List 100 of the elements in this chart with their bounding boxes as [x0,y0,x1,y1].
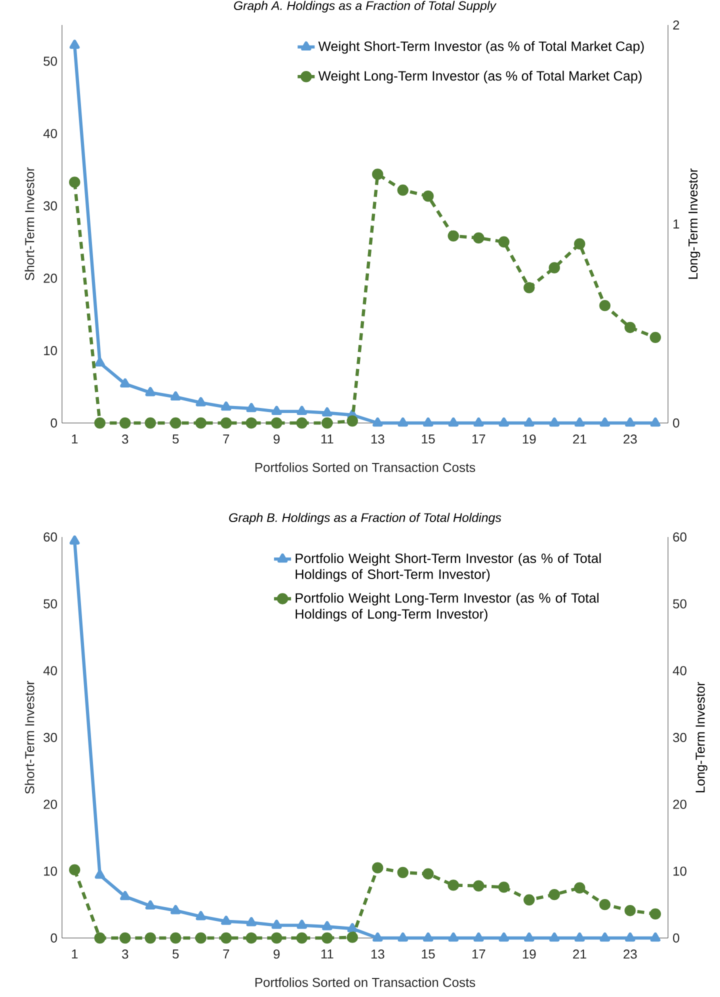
y-tick-label: 30 [44,732,57,742]
point [574,932,585,942]
point [422,190,434,202]
point [398,417,408,427]
point [170,905,181,914]
point [599,300,610,312]
point [296,920,307,929]
point [296,417,308,429]
y2-tick-label: 20 [673,800,686,809]
point [272,406,282,416]
x-tick-label: 7 [223,950,230,958]
legend-label: Weight Long-Term Investor (as % of Total Market Cap) [318,70,642,84]
point [372,168,384,180]
x-tick-label: 21 [573,434,586,444]
point [473,232,484,244]
x-tick-label: 9 [274,434,280,444]
point [448,932,458,942]
point [549,932,560,942]
point [474,932,484,942]
point [423,417,434,427]
x-tick-label: 17 [472,950,486,958]
x-tick-label: 1 [72,950,78,958]
point [423,932,434,942]
point [372,932,383,942]
x-tick-label: 1 [72,434,78,444]
point [498,417,509,427]
point [94,870,105,879]
point [574,417,585,427]
x-tick-label: 9 [274,950,280,959]
y-tick-label: 50 [44,599,57,608]
x-tick-label: 15 [422,950,435,959]
point [549,417,560,427]
point [322,921,332,930]
point [372,862,384,874]
y2-tick-label: 0 [673,933,680,943]
point [144,932,156,944]
point [145,387,156,396]
point [271,417,282,429]
chart-title: Graph A. Holdings as a Fraction of Total Supply [234,0,497,12]
point [195,417,206,429]
point [473,880,484,892]
y-tick-label: 40 [43,666,57,676]
point [524,932,534,942]
chart-title: Graph B. Holdings as a Fraction of Total Holdings [229,512,502,524]
x-tick-label: 19 [522,434,536,444]
y-tick-label: 50 [44,56,57,66]
point [599,898,610,910]
y-tick-label: 60 [44,532,57,542]
legend-label: Portfolio Weight Long-Term Investor (as % of Total Holdings of Long-Term Investor) [296,592,598,622]
point [498,932,509,942]
x-tick-label: 23 [624,950,637,959]
point [398,932,408,942]
point [220,932,232,944]
point [448,230,459,242]
x-tick-label: 11 [321,950,334,958]
y-tick-label: 10 [44,346,57,356]
point [144,417,156,429]
point [246,932,257,944]
point [145,900,156,910]
y2-axis-title: Long-Term Investor [696,682,708,792]
x-tick-label: 7 [223,434,230,444]
point [94,417,106,429]
point [170,391,181,401]
y-tick-label: 20 [44,800,57,809]
point [650,908,661,920]
y-tick-label: 0 [50,418,57,428]
point [94,357,105,367]
y2-tick-label: 50 [673,599,686,608]
point [625,417,636,427]
y-tick-label: 0 [50,933,57,943]
point [448,417,458,427]
point [120,932,131,944]
y-tick-label: 10 [44,866,57,876]
y2-tick-label: 30 [673,732,686,742]
x-tick-label: 21 [573,950,586,959]
y2-tick-label: 1 [674,220,680,228]
point [600,417,610,427]
y2-axis-title: Long-Term Investor [688,168,700,279]
point [524,417,534,427]
point [196,397,206,406]
point [196,911,206,920]
point [346,415,358,427]
x-tick-label: 13 [371,434,384,444]
y-tick-label: 30 [44,201,57,210]
point [397,866,408,878]
y-tick-label: 40 [43,128,57,138]
point [322,417,333,429]
point [296,406,307,416]
point [69,176,80,188]
y2-tick-label: 10 [674,866,686,876]
point [322,932,333,944]
y-axis-title: Short-Term Investor [24,167,34,280]
point [120,378,130,388]
x-tick-label: 3 [122,950,128,959]
x-tick-label: 19 [522,950,536,959]
point [221,401,232,411]
point [498,882,510,893]
point [170,417,182,429]
legend-label: Portfolio Weight Short-Term Investor (as % of Total Holdings of Short-Term Investor) [296,553,601,582]
point [600,932,610,942]
